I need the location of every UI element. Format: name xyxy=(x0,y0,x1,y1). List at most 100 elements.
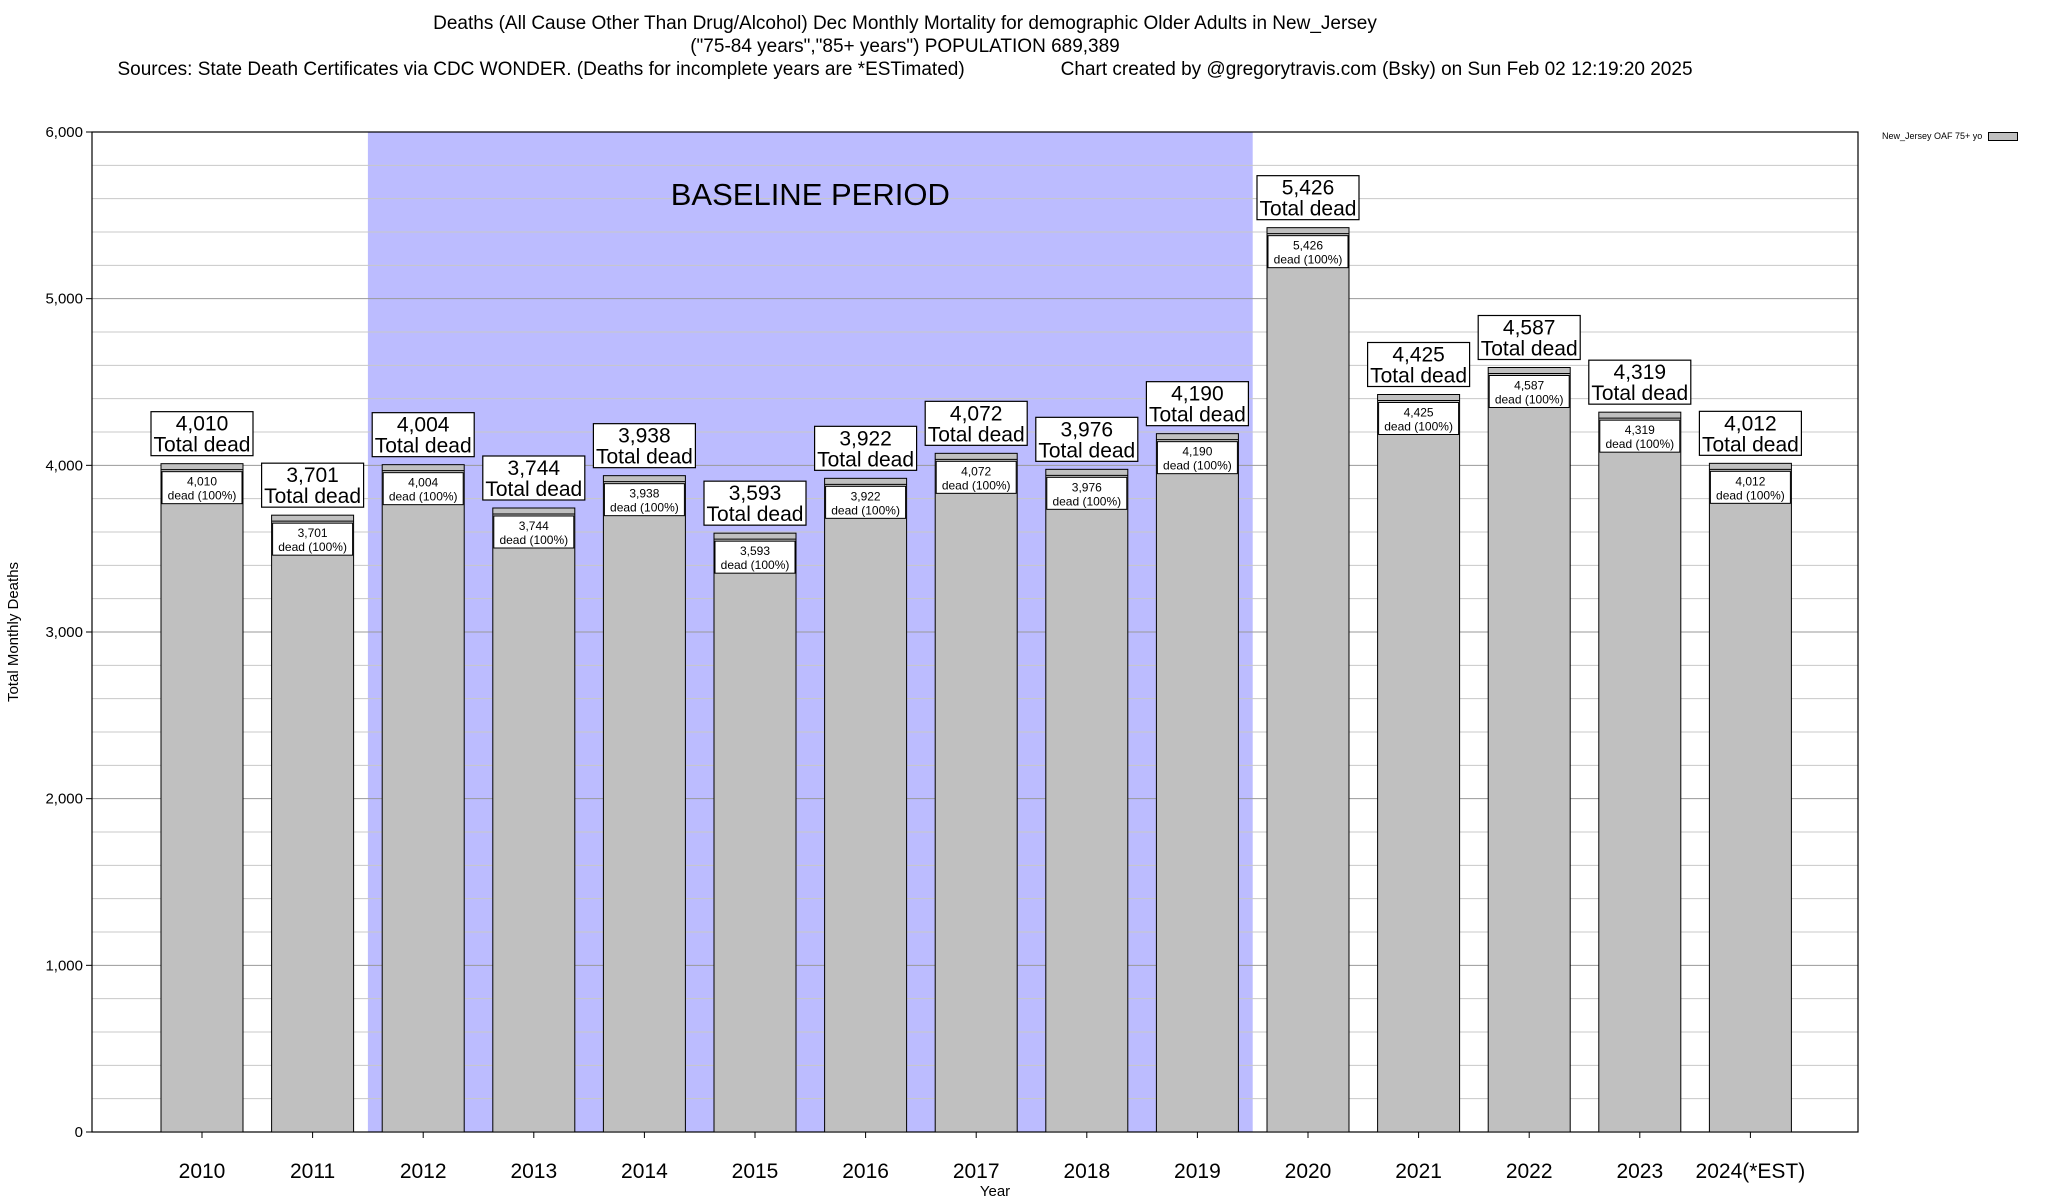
inner-label-box xyxy=(714,540,796,574)
total-label-box xyxy=(371,412,475,458)
y-tick-label: 6,000 xyxy=(45,124,83,141)
chart-header: Deaths (All Cause Other Than Drug/Alcoho… xyxy=(0,12,1810,81)
inner-value-label: 5,426 xyxy=(1293,239,1323,253)
inner-label-box xyxy=(1267,235,1349,269)
inner-dead-label: dead (100%) xyxy=(1716,488,1785,502)
total-value-label: 3,938 xyxy=(618,425,671,448)
total-value-label: 3,922 xyxy=(839,427,892,450)
x-tick-label: 2022 xyxy=(1506,1160,1553,1183)
total-label-box xyxy=(1477,314,1581,361)
total-label-box xyxy=(592,423,697,469)
total-label-box xyxy=(1035,416,1139,462)
chart-source-line: Sources: State Death Certificates via CD… xyxy=(0,58,1810,81)
total-value-label: 4,072 xyxy=(950,402,1003,425)
legend: New_Jersey OAF 75+ yo xyxy=(1882,131,2019,141)
total-dead-label: Total dead xyxy=(817,448,914,471)
x-tick-label: 2011 xyxy=(290,1160,335,1183)
x-tick-label: 2023 xyxy=(1616,1160,1663,1183)
total-value-label: 3,701 xyxy=(286,464,339,487)
legend-label: New_Jersey OAF 75+ yo xyxy=(1882,131,1983,141)
total-value-label: 4,425 xyxy=(1392,344,1445,367)
x-tick-label: 2012 xyxy=(400,1160,447,1183)
y-tick-label: 2,000 xyxy=(45,791,83,808)
inner-dead-label: dead (100%) xyxy=(389,490,458,504)
inner-dead-label: dead (100%) xyxy=(1384,420,1453,434)
bar xyxy=(492,507,576,1133)
inner-label-box xyxy=(1378,402,1460,435)
total-dead-label: Total dead xyxy=(596,446,693,469)
bar xyxy=(1708,462,1792,1133)
inner-value-label: 4,004 xyxy=(408,476,438,490)
total-label-box xyxy=(703,480,807,526)
inner-dead-label: dead (100%) xyxy=(278,540,347,554)
bar xyxy=(160,463,244,1133)
x-tick-label: 2018 xyxy=(1063,1160,1110,1183)
y-tick-label: 1,000 xyxy=(45,957,83,974)
bar xyxy=(1598,411,1682,1133)
y-axis-label: Total Monthly Deaths xyxy=(5,562,22,702)
total-value-label: 3,976 xyxy=(1061,418,1114,441)
x-tick-label: 2024(*EST) xyxy=(1696,1160,1806,1183)
total-value-label: 4,012 xyxy=(1724,412,1777,435)
inner-value-label: 3,938 xyxy=(629,487,659,501)
inner-value-label: 4,010 xyxy=(187,475,217,489)
total-dead-label: Total dead xyxy=(707,503,804,526)
inner-dead-label: dead (100%) xyxy=(942,478,1011,492)
x-tick-label: 2020 xyxy=(1285,1160,1332,1183)
bar xyxy=(713,532,797,1133)
total-dead-label: Total dead xyxy=(1481,338,1578,361)
x-tick-label: 2010 xyxy=(179,1160,226,1183)
total-value-label: 4,587 xyxy=(1503,317,1556,340)
inner-dead-label: dead (100%) xyxy=(1495,393,1564,407)
inner-value-label: 4,190 xyxy=(1182,445,1212,459)
inner-label-box xyxy=(1488,375,1570,408)
inner-label-box xyxy=(382,472,464,506)
bar xyxy=(1045,468,1129,1133)
inner-value-label: 4,425 xyxy=(1404,406,1434,420)
chart-subtitle: ("75-84 years","85+ years") POPULATION 6… xyxy=(690,36,1120,57)
total-value-label: 4,190 xyxy=(1171,383,1224,406)
inner-value-label: 4,587 xyxy=(1514,379,1544,393)
inner-dead-label: dead (100%) xyxy=(610,501,679,515)
inner-value-label: 4,072 xyxy=(961,464,991,478)
inner-value-label: 3,976 xyxy=(1072,480,1102,494)
inner-value-label: 3,744 xyxy=(519,519,549,533)
total-dead-label: Total dead xyxy=(375,435,472,458)
total-value-label: 5,426 xyxy=(1282,177,1335,200)
total-dead-label: Total dead xyxy=(1591,382,1688,405)
baseline-label: BASELINE PERIOD xyxy=(671,177,950,212)
x-tick-label: 2015 xyxy=(732,1160,779,1183)
total-label-box xyxy=(1145,381,1250,427)
inner-dead-label: dead (100%) xyxy=(1274,253,1343,267)
total-value-label: 4,004 xyxy=(397,414,450,437)
total-label-box xyxy=(1588,359,1692,405)
bar xyxy=(1487,367,1571,1133)
x-tick-label: 2016 xyxy=(842,1160,889,1183)
inner-label-box xyxy=(1046,476,1128,510)
total-value-label: 3,744 xyxy=(508,457,561,480)
bar xyxy=(1377,394,1461,1133)
total-dead-label: Total dead xyxy=(928,423,1025,446)
inner-dead-label: dead (100%) xyxy=(721,558,790,572)
bar xyxy=(1266,227,1350,1133)
total-label-box xyxy=(924,400,1028,446)
inner-dead-label: dead (100%) xyxy=(1163,459,1232,473)
inner-label-box xyxy=(1156,441,1238,475)
x-axis-label: Year xyxy=(980,1183,1010,1200)
total-dead-label: Total dead xyxy=(1370,365,1467,388)
inner-dead-label: dead (100%) xyxy=(168,489,237,503)
inner-dead-label: dead (100%) xyxy=(1052,494,1121,508)
y-tick-label: 0 xyxy=(75,1124,83,1141)
x-tick-label: 2019 xyxy=(1174,1160,1221,1183)
inner-label-box xyxy=(935,460,1017,494)
total-dead-label: Total dead xyxy=(1702,433,1799,456)
chart-credit: Chart created by @gregorytravis.com (Bsk… xyxy=(1060,59,1693,80)
total-label-box xyxy=(150,411,254,457)
total-value-label: 4,010 xyxy=(176,413,229,436)
bar xyxy=(934,452,1018,1133)
inner-dead-label: dead (100%) xyxy=(831,503,900,517)
x-tick-label: 2017 xyxy=(953,1160,1000,1183)
y-tick-label: 3,000 xyxy=(45,624,83,641)
total-label-box xyxy=(1366,341,1471,388)
